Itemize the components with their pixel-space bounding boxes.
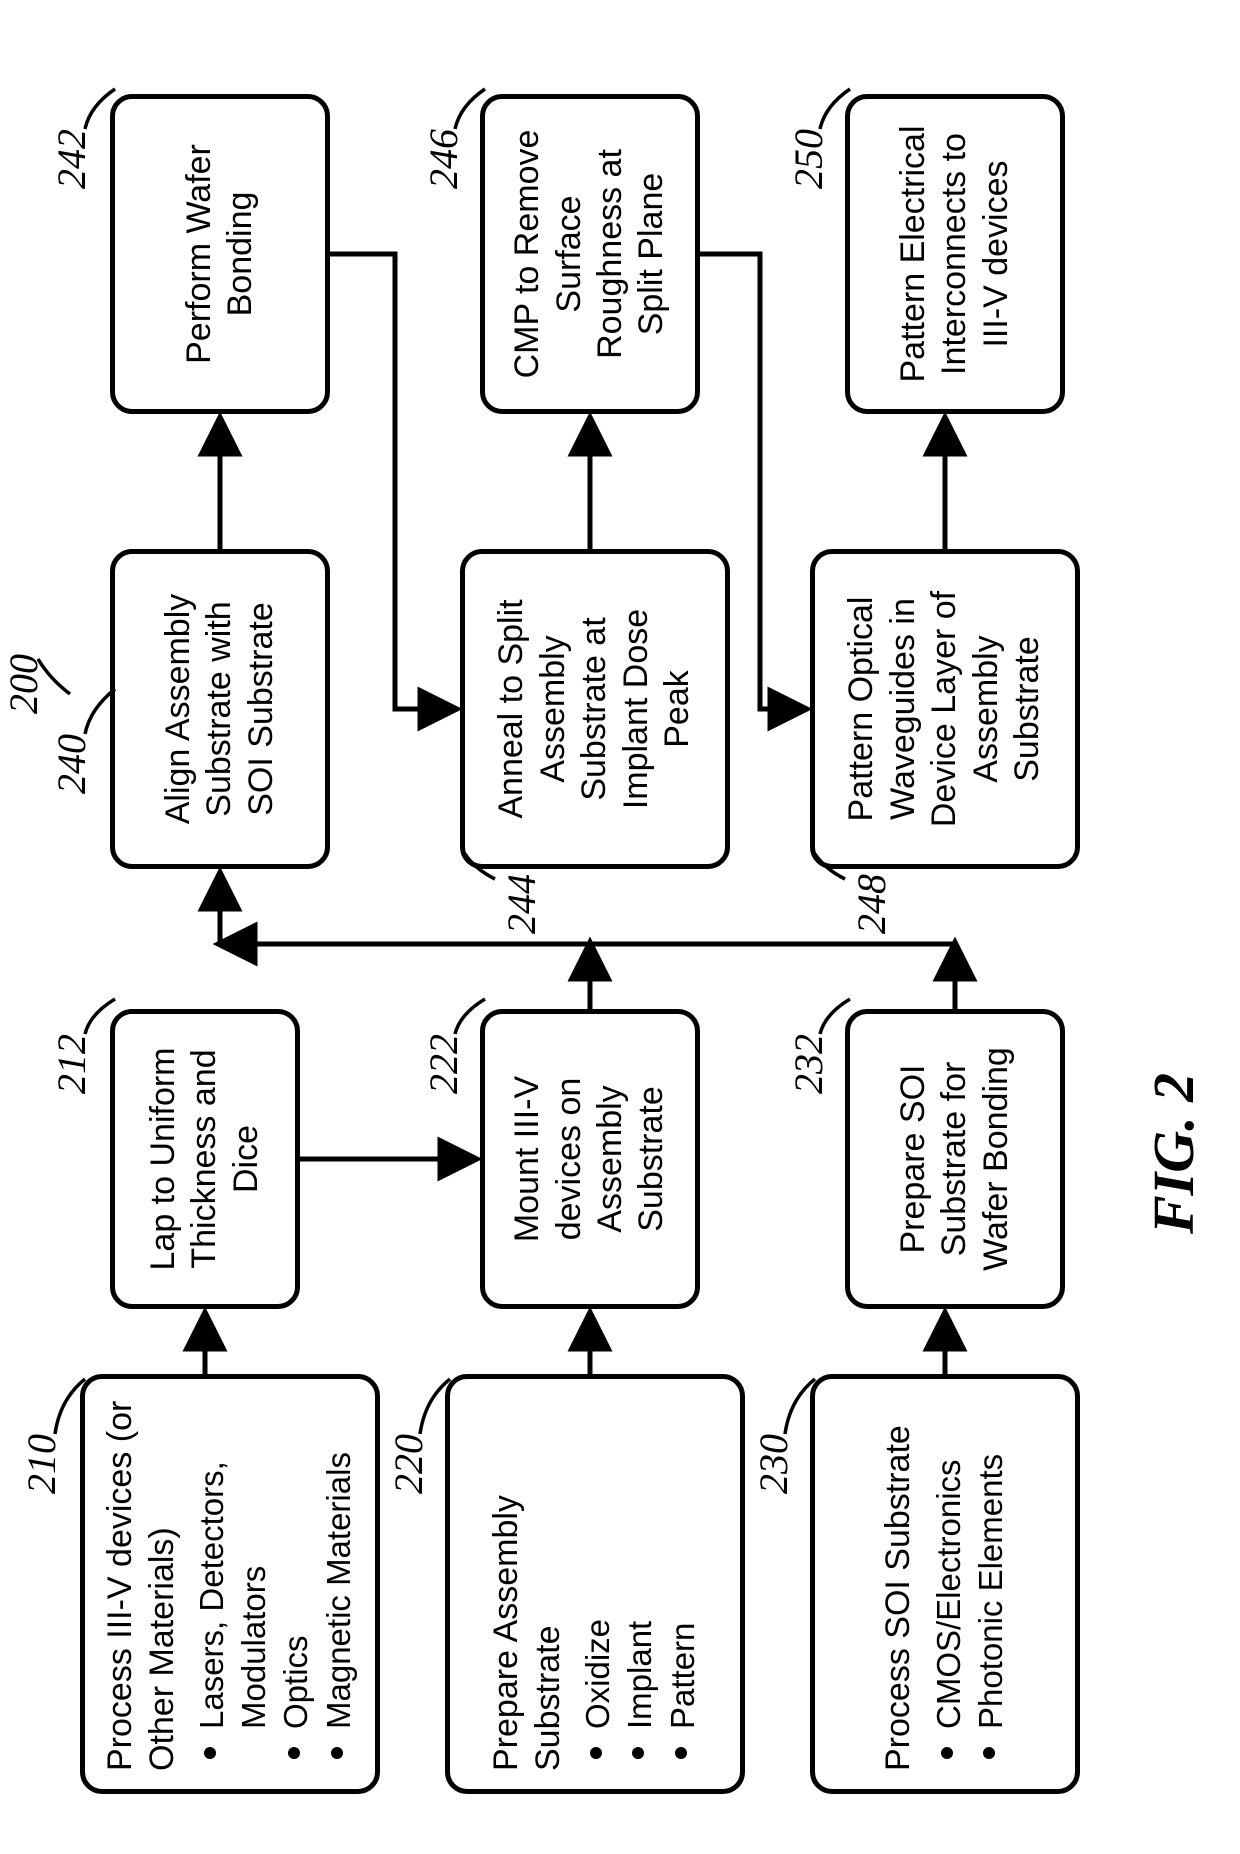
node-248: Pattern Optical Waveguides in Device Lay… <box>810 549 1080 869</box>
node-242: Perform Wafer Bonding <box>110 94 330 414</box>
node-212: Lap to Uniform Thickness and Dice <box>110 1009 300 1309</box>
ref-230: 230 <box>750 1434 797 1494</box>
diagram-stage: Process III-V devices (or Other Material… <box>0 0 1240 1854</box>
node-210-title: Process III-V devices (or Other Material… <box>100 1397 183 1771</box>
figure-label: FIG. 2 <box>1140 1073 1207 1234</box>
ref-200: 200 <box>0 654 47 714</box>
ref-212: 212 <box>48 1034 95 1094</box>
node-240-title: Align Assembly Substrate with SOI Substr… <box>158 572 282 846</box>
node-220: Prepare Assembly Substrate Oxidize Impla… <box>445 1374 745 1794</box>
node-230-title: Process SOI Substrate <box>878 1397 919 1771</box>
node-242-title: Perform Wafer Bonding <box>179 117 262 391</box>
node-220-bullets: Oxidize Implant Pattern <box>577 1397 704 1771</box>
ref-232: 232 <box>785 1034 832 1094</box>
node-232: Prepare SOI Substrate for Wafer Bonding <box>845 1009 1065 1309</box>
ref-248: 248 <box>848 874 895 934</box>
rotated-wrapper: Process III-V devices (or Other Material… <box>0 0 1240 1854</box>
node-248-title: Pattern Optical Waveguides in Device Lay… <box>841 572 1048 846</box>
node-222-title: Mount III-V devices on Assembly Substrat… <box>507 1032 673 1286</box>
node-230-bullets: CMOS/Electronics Photonic Elements <box>928 1397 1012 1771</box>
ref-246: 246 <box>420 129 467 189</box>
node-244-title: Anneal to Split Assembly Substrate at Im… <box>491 572 698 846</box>
node-246-title: CMP to Remove Surface Roughness at Split… <box>507 117 673 391</box>
node-250-title: Pattern Electrical Interconnects to III-… <box>893 117 1017 391</box>
node-220-title: Prepare Assembly Substrate <box>486 1397 569 1771</box>
node-244: Anneal to Split Assembly Substrate at Im… <box>460 549 730 869</box>
ref-244: 244 <box>498 874 545 934</box>
node-222: Mount III-V devices on Assembly Substrat… <box>480 1009 700 1309</box>
node-230: Process SOI Substrate CMOS/Electronics P… <box>810 1374 1080 1794</box>
ref-242: 242 <box>48 129 95 189</box>
node-212-title: Lap to Uniform Thickness and Dice <box>143 1032 267 1286</box>
node-210: Process III-V devices (or Other Material… <box>80 1374 380 1794</box>
ref-210: 210 <box>18 1434 65 1494</box>
ref-250: 250 <box>785 129 832 189</box>
node-246: CMP to Remove Surface Roughness at Split… <box>480 94 700 414</box>
node-250: Pattern Electrical Interconnects to III-… <box>845 94 1065 414</box>
node-210-bullets: Lasers, Detectors, Modulators Optics Mag… <box>191 1397 360 1771</box>
node-240: Align Assembly Substrate with SOI Substr… <box>110 549 330 869</box>
ref-240: 240 <box>48 734 95 794</box>
node-232-title: Prepare SOI Substrate for Wafer Bonding <box>893 1032 1017 1286</box>
ref-222: 222 <box>420 1034 467 1094</box>
ref-220: 220 <box>385 1434 432 1494</box>
